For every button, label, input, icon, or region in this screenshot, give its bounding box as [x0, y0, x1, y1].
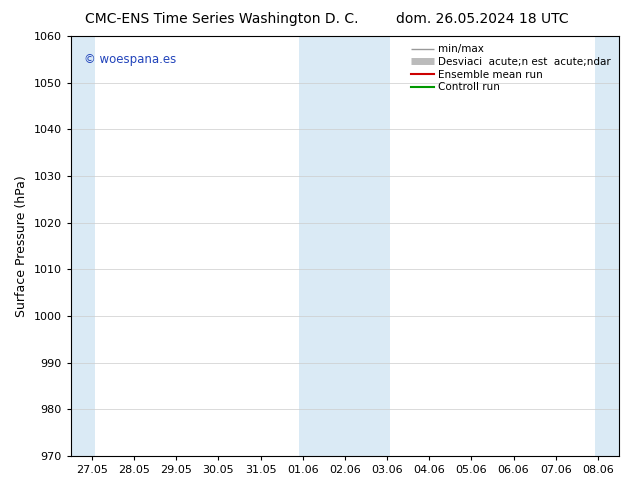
Text: CMC-ENS Time Series Washington D. C.: CMC-ENS Time Series Washington D. C.: [85, 12, 359, 26]
Text: dom. 26.05.2024 18 UTC: dom. 26.05.2024 18 UTC: [396, 12, 568, 26]
Legend: min/max, Desviaci  acute;n est  acute;ndar, Ensemble mean run, Controll run: min/max, Desviaci acute;n est acute;ndar…: [408, 41, 614, 96]
Y-axis label: Surface Pressure (hPa): Surface Pressure (hPa): [15, 175, 28, 317]
Bar: [299, 36, 391, 456]
Text: © woespana.es: © woespana.es: [84, 53, 177, 66]
Bar: [71, 36, 95, 456]
Bar: [595, 36, 619, 456]
